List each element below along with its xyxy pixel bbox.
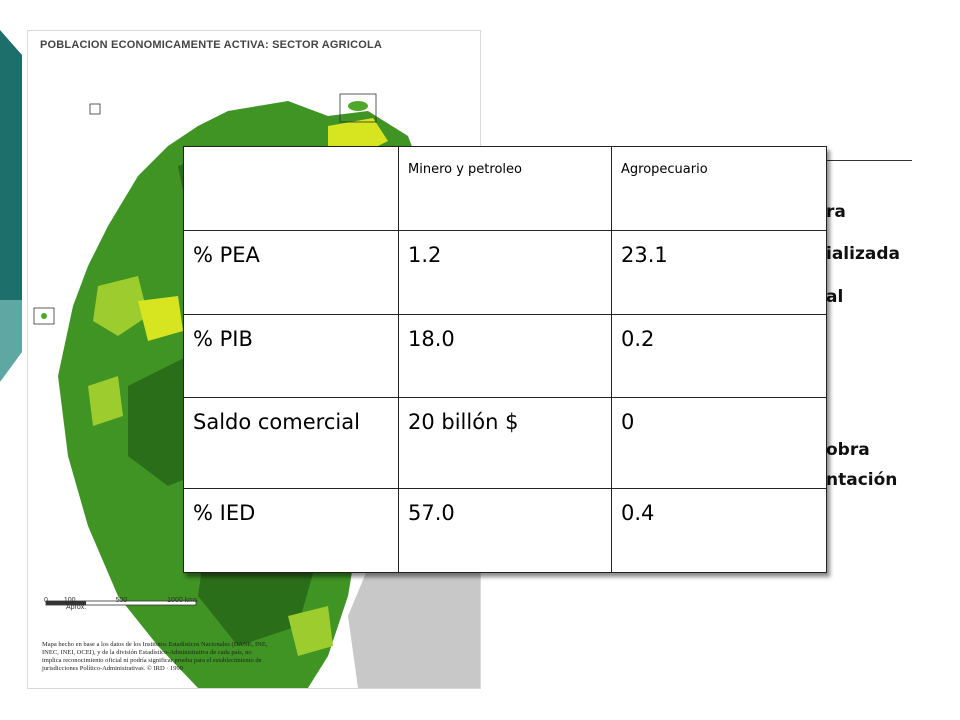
map-island bbox=[339, 93, 377, 123]
scale-label: 100 bbox=[63, 597, 76, 604]
cell-agro: 0.2 bbox=[611, 313, 827, 399]
row-label: % IED bbox=[183, 488, 399, 573]
header-agro: Agropecuario bbox=[611, 146, 827, 231]
header-mining: Minero y petroleo bbox=[398, 146, 612, 231]
teal-dark-shape bbox=[0, 30, 22, 300]
cell-mining: 1.2 bbox=[398, 229, 612, 315]
table-row: % PIB 18.0 0.2 bbox=[183, 313, 827, 399]
cell-agro: 23.1 bbox=[611, 229, 827, 315]
table-row: % PEA 1.2 23.1 bbox=[183, 229, 827, 315]
row-label: % PEA bbox=[183, 229, 399, 315]
table-header-row: Minero y petroleo Agropecuario bbox=[183, 146, 827, 231]
cell-mining: 18.0 bbox=[398, 313, 612, 399]
map-region-yellow bbox=[288, 606, 333, 656]
comparison-table: Minero y petroleo Agropecuario % PEA 1.2… bbox=[183, 146, 827, 573]
map-region-yellow bbox=[88, 376, 123, 426]
row-label: % PIB bbox=[183, 313, 399, 399]
header-empty-cell bbox=[183, 146, 399, 231]
scale-bar-graphic bbox=[46, 601, 86, 605]
slide-text-3: al bbox=[826, 287, 844, 307]
scale-label: 500 bbox=[115, 597, 128, 604]
scale-label: 0 bbox=[44, 597, 48, 604]
map-region-yellow bbox=[138, 296, 183, 341]
map-island bbox=[33, 307, 55, 325]
cell-mining: 20 billón $ bbox=[398, 397, 612, 490]
map-region-yellow bbox=[93, 276, 148, 336]
cell-agro: 0 bbox=[611, 397, 827, 490]
scale-note: Aprox. bbox=[66, 604, 87, 611]
map-title: POBLACION ECONOMICAMENTE ACTIVA: SECTOR … bbox=[40, 39, 383, 51]
slide-divider-line bbox=[820, 160, 912, 161]
map-credit: Mapa hecho en base a los datos de los In… bbox=[42, 641, 268, 672]
scale-label: 1000 kms bbox=[167, 597, 198, 604]
map-island bbox=[41, 313, 47, 319]
slide-text-5: ntación bbox=[826, 470, 898, 490]
cell-mining: 57.0 bbox=[398, 488, 612, 573]
cell-agro: 0.4 bbox=[611, 488, 827, 573]
teal-decoration bbox=[0, 30, 22, 382]
row-label: Saldo comercial bbox=[183, 397, 399, 490]
scale-bar-labels: 0 100 500 1000 kms Aprox. bbox=[44, 597, 198, 611]
slide-text-1: ra bbox=[826, 202, 846, 222]
slide-text-4: obra bbox=[826, 440, 870, 460]
map-island bbox=[348, 101, 368, 111]
table-row: Saldo comercial 20 billón $ 0 bbox=[183, 397, 827, 490]
table-row: % IED 57.0 0.4 bbox=[183, 488, 827, 573]
teal-light-shape bbox=[0, 300, 22, 382]
slide-text-2: ializada bbox=[826, 244, 900, 264]
map-island bbox=[89, 103, 101, 115]
